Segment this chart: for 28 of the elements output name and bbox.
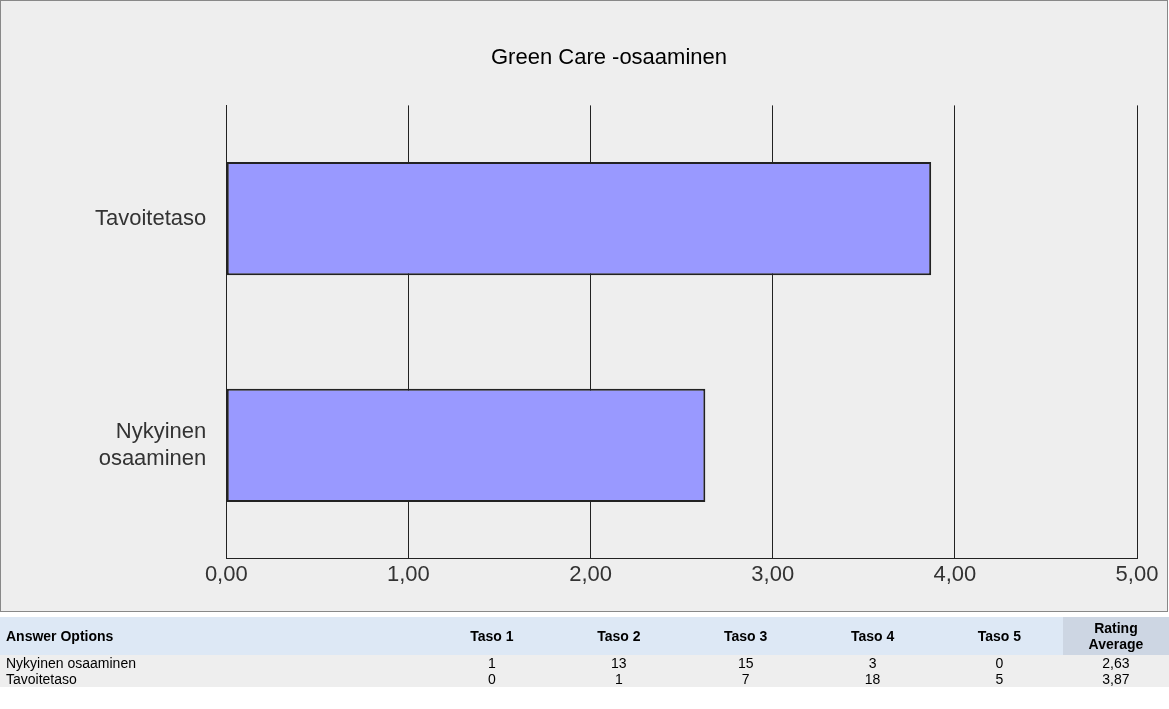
category-label: Taso 5: [935, 617, 1063, 655]
x-tick-label: 0,00: [204, 560, 248, 586]
chart-title: Green Care -osaaminen: [490, 44, 728, 70]
category-label: Nykyinen osaaminen: [6, 655, 136, 671]
category-label: Taso 1: [428, 617, 556, 655]
text: 3: [868, 655, 877, 671]
x-tick-label: 4,00: [933, 560, 977, 586]
x-tick-label: 3,00: [751, 560, 795, 586]
text: 3,87: [1102, 671, 1130, 687]
text: 5: [995, 671, 1004, 687]
text: Answer Options: [0, 617, 429, 655]
text: 18: [864, 671, 881, 687]
x-tick-label: 5,00: [1115, 560, 1159, 586]
x-tick-label: 1,00: [387, 560, 430, 586]
category-label: Taso 2: [555, 617, 683, 655]
category-label: Taso 4: [809, 617, 936, 655]
category-label: Rating Average: [1062, 617, 1169, 655]
category-label: Taso 3: [682, 617, 810, 655]
text: 0: [995, 655, 1004, 671]
x-tick-label: 2,00: [569, 560, 612, 586]
text: 7: [741, 671, 750, 687]
text: 13: [611, 655, 627, 671]
text: 1: [614, 671, 623, 687]
text: 15: [737, 655, 754, 671]
text: 1: [488, 655, 496, 671]
category-label: Tavoitetaso: [6, 671, 77, 687]
text: 0: [488, 671, 496, 687]
text: 2,63: [1102, 655, 1130, 671]
